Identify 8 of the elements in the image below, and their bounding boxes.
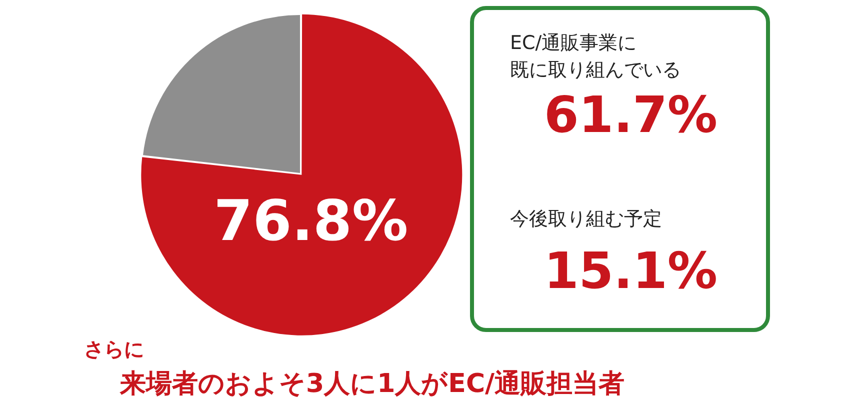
text: 既に取り組んでいる xyxy=(510,58,681,83)
text: 15.1% xyxy=(544,242,718,300)
text: 今後取り組む予定 xyxy=(510,207,662,232)
data-label: 76.8% xyxy=(214,189,408,254)
text: 61.7% xyxy=(544,86,718,144)
text: さらに xyxy=(84,336,144,363)
text: EC/通販事業に xyxy=(510,31,637,56)
text: 来場者のおよそ3人に1人がEC/通販担当者 xyxy=(120,368,625,401)
